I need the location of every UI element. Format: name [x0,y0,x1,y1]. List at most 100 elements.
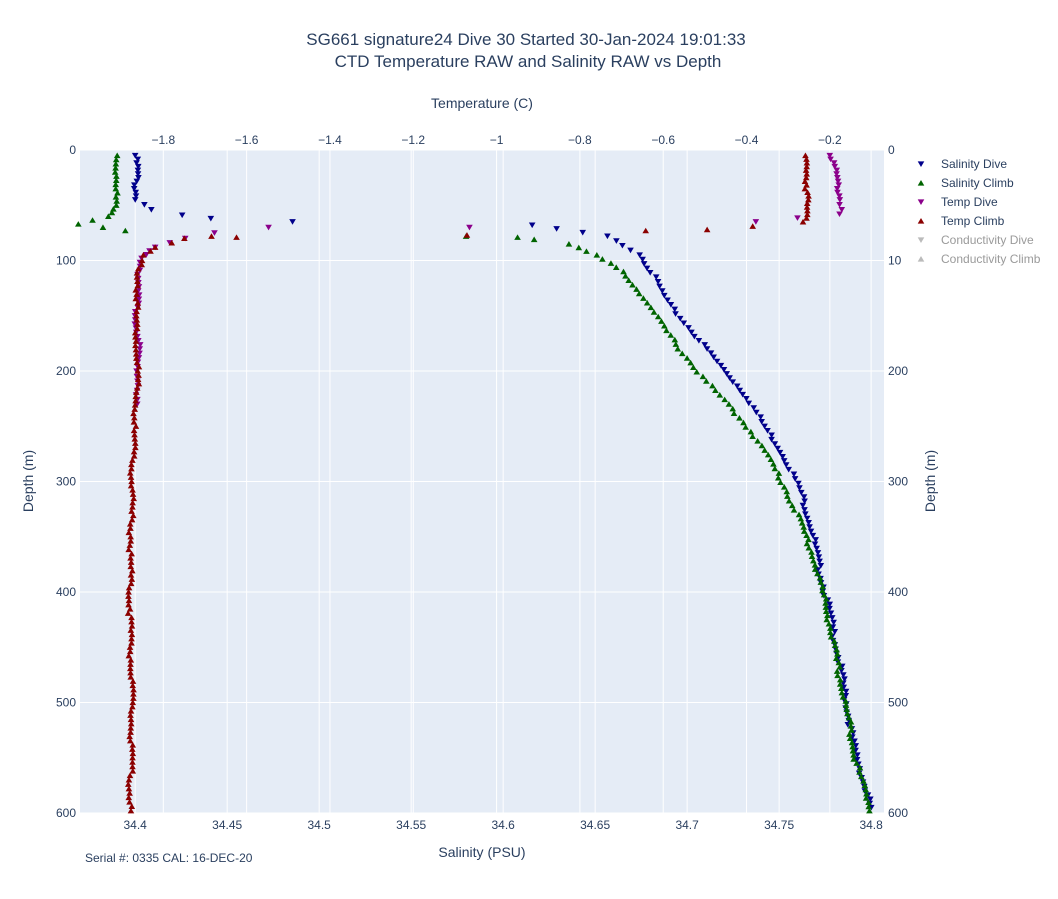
legend-item-salinity-climb[interactable]: Salinity Climb [917,176,1014,190]
legend-label: Temp Dive [941,195,998,209]
salinity-climb-point [622,273,629,279]
salinity-climb-point [784,493,791,499]
temp-climb-point [463,232,471,238]
salinity-climb-point [836,676,844,683]
temp-climb-point [133,385,141,391]
salinity-dive-point [780,458,788,464]
y-right-tick-label: 600 [888,806,908,820]
temp-climb-point [127,474,135,480]
salinity-climb-point [817,579,825,585]
temp-dive-point [826,152,834,159]
temp-dive-point [135,296,143,303]
salinity-climb-point [824,612,831,619]
temp-climb-point [127,559,135,565]
temp-climb-point [749,223,757,229]
salinity-climb-point [839,694,847,700]
salinity-climb-point [771,465,779,472]
x-top-tick-label: −0.6 [651,133,675,147]
salinity-dive-point [528,222,536,229]
x-bottom-tick-label: 34.75 [764,818,794,832]
salinity-climb-point [795,511,803,518]
salinity-dive-point [790,471,798,478]
temp-climb-point [127,563,135,570]
x-bottom-tick-label: 34.45 [212,818,242,832]
temp-climb-point [130,695,137,701]
salinity-dive-point [134,167,142,174]
temp-climb-point [803,200,811,207]
salinity-climb-point [774,474,782,481]
temp-climb-point [129,742,137,748]
x-bottom-tick-label: 34.8 [859,818,883,832]
salinity-climb-point [788,502,796,509]
salinity-dive-point [774,445,781,452]
salinity-dive-point [646,270,654,276]
salinity-climb-point [113,202,120,208]
temp-climb-point [125,593,132,599]
temp-climb-point [131,402,139,408]
salinity-climb-point [849,747,857,754]
salinity-dive-point [757,414,764,421]
temp-climb-point [132,423,140,429]
temp-climb-point [642,227,650,234]
salinity-climb-point [808,553,816,560]
salinity-climb-point [683,355,691,361]
salinity-dive-point [800,494,808,500]
x-top-tick-label: −1.8 [151,133,175,147]
legend-label: Salinity Dive [941,157,1007,171]
salinity-climb-point [687,359,694,366]
legend-item-salinity-dive[interactable]: Salinity Dive [917,157,1008,171]
temp-climb-point [133,312,140,319]
temp-climb-point [134,299,142,306]
temp-climb-point [803,163,811,170]
legend-item-temp-climb[interactable]: Temp Climb [917,214,1005,228]
salinity-climb-point [629,281,636,288]
y-right-tick-label: 400 [888,585,908,599]
temp-climb-point [129,504,136,510]
salinity-dive-point [604,233,611,240]
salinity-climb-point [850,756,857,762]
temp-climb-point [128,461,135,468]
temp-climb-point [132,397,139,404]
x-bottom-tick-label: 34.55 [396,818,426,832]
salinity-climb-point [575,244,583,251]
salinity-dive-point [828,615,836,621]
legend-item-conductivity-climb[interactable]: Conductivity Climb [917,252,1041,266]
salinity-climb-point [678,350,686,357]
salinity-climb-point [635,290,643,297]
x-bottom-axis-title: Salinity (PSU) [438,844,525,860]
x-top-tick-label: −1 [490,133,504,147]
salinity-dive-point [758,419,765,425]
temp-climb-point [132,444,139,451]
salinity-dive-point [753,409,760,416]
salinity-dive-point [134,156,142,163]
salinity-climb-point [836,663,844,670]
salinity-dive-point [667,302,675,308]
temp-climb-point [124,781,132,787]
temp-climb-point [129,457,136,463]
temp-climb-point [129,499,136,506]
salinity-dive-point [736,387,744,394]
temp-climb-point [804,189,811,195]
salinity-dive-point [676,315,684,322]
legend-item-temp-dive[interactable]: Temp Dive [917,195,998,209]
salinity-dive-point [135,174,142,181]
temp-climb-point [805,193,812,199]
temp-dive-point [831,163,839,170]
salinity-climb-point [860,777,867,784]
temp-dive-point [834,189,841,196]
temp-climb-point [138,261,146,268]
salinity-dive-point [178,212,186,219]
salinity-climb-point [842,702,850,708]
legend-item-conductivity-dive[interactable]: Conductivity Dive [917,233,1034,247]
temp-climb-point [128,640,135,646]
temp-dive-point [838,207,846,213]
salinity-climb-point [112,160,120,167]
salinity-climb-point [740,419,747,426]
temp-climb-point [132,351,140,357]
x-top-tick-label: −1.2 [401,133,425,147]
salinity-climb-point [599,256,606,262]
temp-climb-point [127,661,134,667]
temp-climb-point [128,465,135,472]
salinity-dive-point [826,605,833,612]
